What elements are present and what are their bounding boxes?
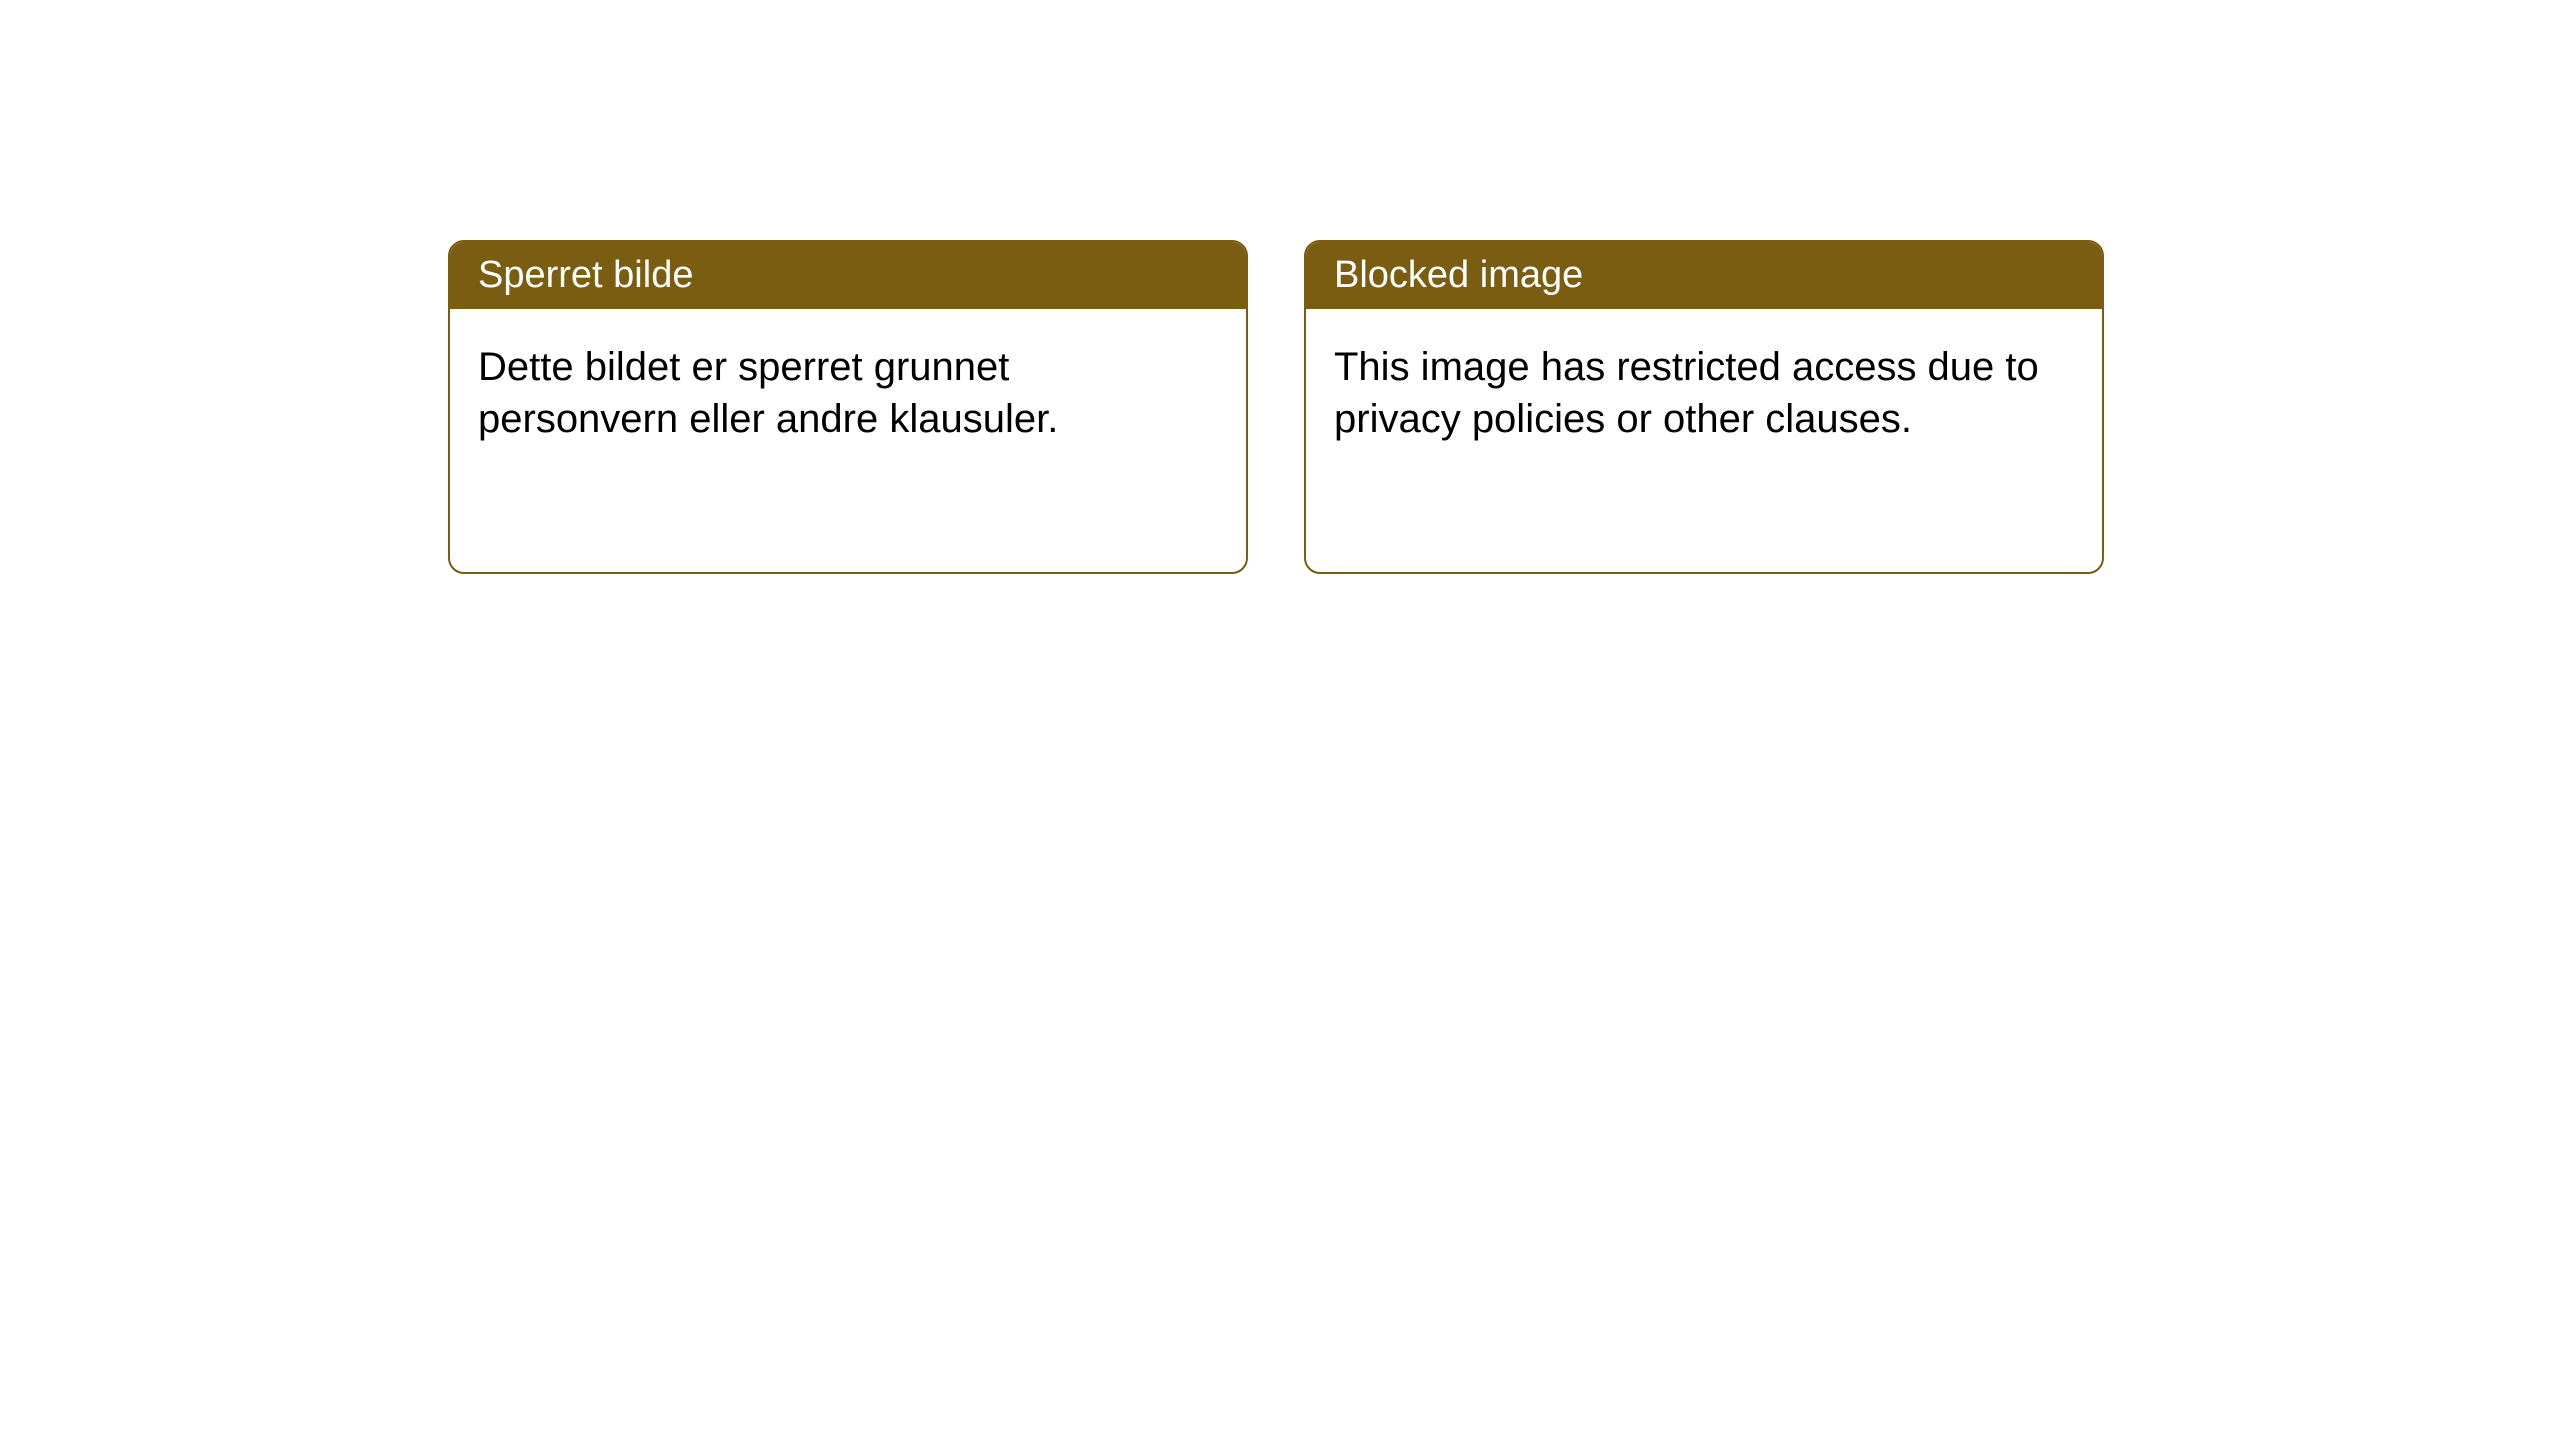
notice-body-en: This image has restricted access due to …	[1306, 309, 2102, 477]
notice-body-no: Dette bildet er sperret grunnet personve…	[450, 309, 1246, 477]
notice-box-en: Blocked image This image has restricted …	[1304, 240, 2104, 574]
notice-title-no: Sperret bilde	[450, 242, 1246, 309]
notice-container: Sperret bilde Dette bildet er sperret gr…	[0, 0, 2560, 574]
notice-title-en: Blocked image	[1306, 242, 2102, 309]
notice-box-no: Sperret bilde Dette bildet er sperret gr…	[448, 240, 1248, 574]
